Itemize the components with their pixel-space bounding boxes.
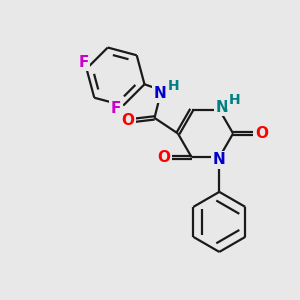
Text: N: N	[215, 100, 228, 115]
Text: N: N	[154, 86, 166, 101]
Text: O: O	[255, 126, 268, 141]
Text: N: N	[213, 152, 226, 167]
Text: H: H	[229, 93, 241, 107]
Text: H: H	[167, 79, 179, 93]
Text: O: O	[122, 113, 135, 128]
Text: O: O	[157, 150, 170, 165]
Text: F: F	[111, 101, 121, 116]
Text: F: F	[78, 55, 89, 70]
